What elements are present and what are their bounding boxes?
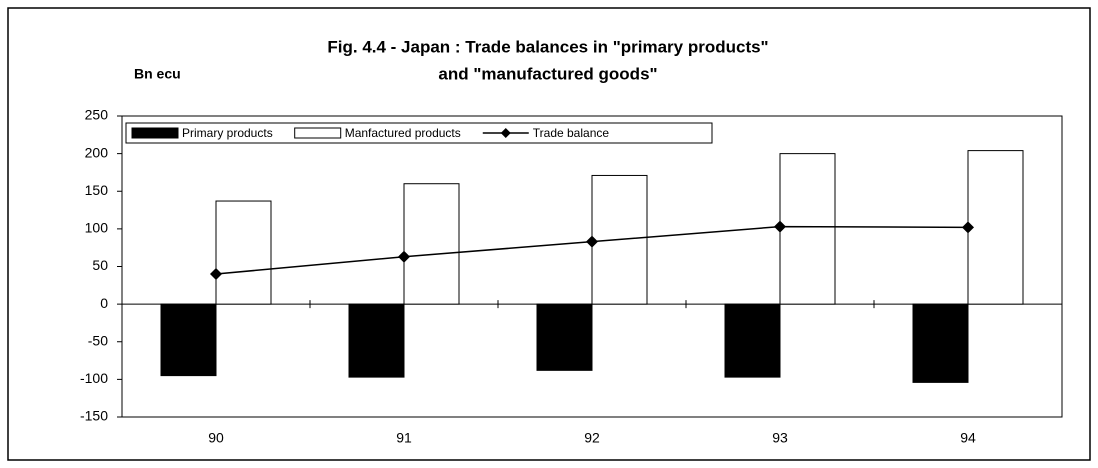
marker: [398, 250, 410, 263]
legend-label: Manfactured products: [345, 126, 461, 140]
bar: [348, 303, 405, 378]
frame: [7, 7, 1091, 461]
bar: [403, 183, 460, 305]
bar: [967, 150, 1024, 305]
y-tick-label: 150: [85, 182, 109, 198]
bar: [779, 153, 836, 305]
legend-swatch: [294, 127, 342, 139]
chart-title: and "manufactured goods": [438, 64, 657, 83]
x-tick-label: 91: [396, 430, 412, 446]
bar: [215, 200, 272, 305]
bar: [536, 303, 593, 371]
x-tick-label: 94: [960, 430, 976, 446]
bar: [724, 303, 781, 378]
y-tick-label: -150: [80, 408, 108, 424]
marker: [962, 221, 974, 234]
y-tick-label: -50: [88, 332, 108, 348]
bar: [912, 303, 969, 383]
bar: [160, 303, 217, 377]
chart-title: Fig. 4.4 - Japan : Trade balances in "pr…: [327, 37, 768, 56]
y-tick-label: 0: [100, 295, 108, 311]
y-axis-label: Bn ecu: [134, 66, 181, 82]
legend-swatch: [131, 127, 179, 139]
y-tick-label: 50: [92, 257, 108, 273]
y-tick-label: -100: [80, 370, 108, 386]
marker: [586, 235, 598, 248]
x-tick-label: 92: [584, 430, 600, 446]
y-tick-label: 250: [85, 107, 109, 123]
y-tick-label: 100: [85, 220, 109, 236]
y-tick-label: 200: [85, 144, 109, 160]
marker: [210, 268, 222, 281]
x-tick-label: 90: [208, 430, 224, 446]
legend: [125, 122, 713, 144]
legend-label: Trade balance: [533, 126, 610, 140]
legend-label: Primary products: [182, 126, 273, 140]
legend-swatch: [500, 128, 511, 138]
marker: [774, 220, 786, 233]
x-tick-label: 93: [772, 430, 788, 446]
